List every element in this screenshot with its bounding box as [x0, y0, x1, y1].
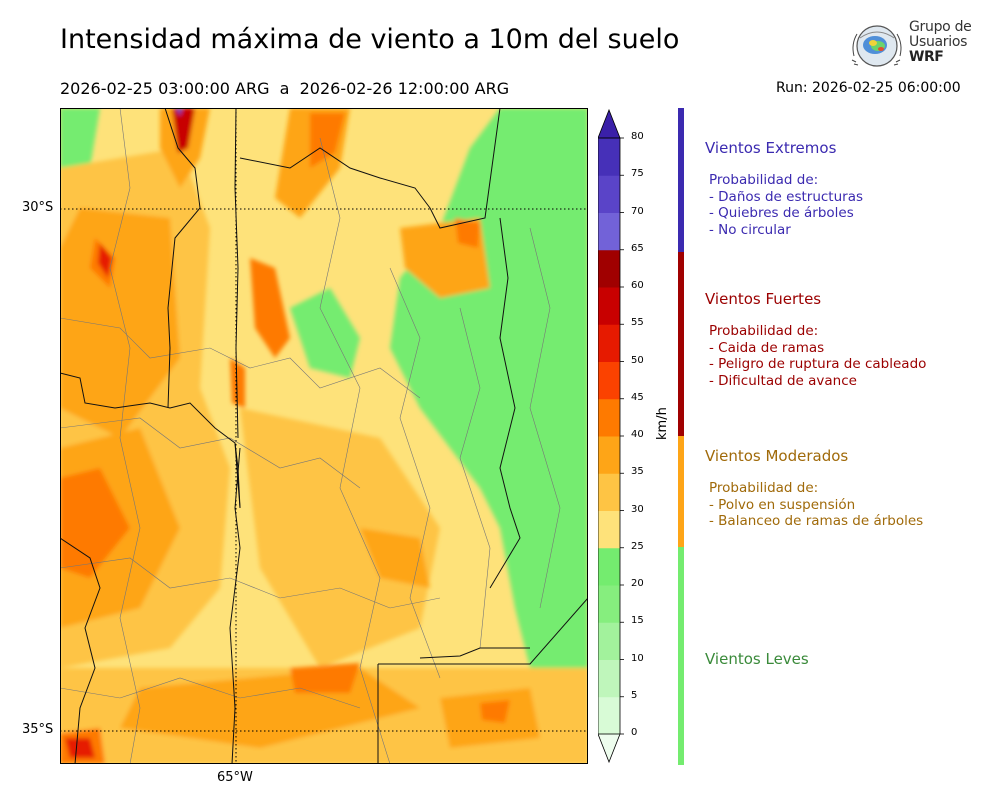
colorbar-segment	[598, 212, 620, 251]
legend-section-title: Vientos Moderados	[705, 447, 849, 465]
lat-label-35s: 35°S	[22, 722, 54, 737]
colorbar-tick-label: 0	[631, 727, 638, 738]
legend-description-line: Probabilidad de:	[709, 480, 819, 496]
colorbar-segment	[598, 696, 620, 735]
legend-band	[678, 547, 684, 765]
colorbar	[598, 108, 624, 764]
wind-map	[60, 108, 588, 764]
colorbar-segment	[598, 324, 620, 362]
date-range: 2026-02-25 03:00:00 ARG a 2026-02-26 12:…	[60, 79, 510, 98]
colorbar-tick-label: 15	[631, 615, 644, 627]
colorbar-tick-label: 80	[631, 131, 644, 142]
colorbar-segment	[598, 175, 620, 213]
legend-section-title: Vientos Extremos	[705, 139, 837, 157]
colorbar-tick-label: 60	[631, 280, 644, 291]
wind-fields	[60, 108, 588, 764]
colorbar-tick-label: 35	[631, 466, 644, 478]
colorbar-tick-label: 65	[631, 242, 644, 254]
colorbar-segment	[598, 585, 620, 623]
legend-description: Probabilidad de: - Polvo en suspensión - B…	[709, 480, 923, 530]
legend-section-title: Vientos Fuertes	[705, 290, 822, 308]
legend-description-line: - Quiebres de árboles	[709, 205, 854, 221]
colorbar-tick-label: 70	[631, 205, 644, 217]
lon-label-65w: 65°W	[217, 770, 253, 785]
map-title: Intensidad máxima de viento a 10m del su…	[60, 24, 680, 55]
colorbar-segment	[598, 659, 620, 698]
colorbar-unit: km/h	[655, 407, 670, 440]
colorbar-tick-label: 40	[631, 429, 644, 440]
logo-text-line1: Grupo de	[909, 19, 972, 35]
colorbar-segment	[598, 361, 620, 400]
legend-description-line: - Caida de ramas	[709, 339, 825, 356]
legend-description-line: - No circular	[709, 221, 791, 238]
legend-description-line: - Peligro de ruptura de cableado	[709, 356, 927, 372]
colorbar-extend-min	[598, 733, 621, 764]
colorbar-segments	[598, 108, 624, 764]
colorbar-tick-label: 55	[631, 317, 644, 329]
globe-logo-icon	[851, 25, 902, 67]
legend-description-line: - Balanceo de ramas de árboles	[709, 513, 924, 529]
colorbar-segment	[598, 138, 620, 176]
legend-section-title: Vientos Leves	[705, 650, 809, 668]
legend-band	[678, 108, 684, 252]
colorbar-tick-label: 25	[631, 540, 644, 552]
colorbar-tick-label: 10	[631, 652, 644, 664]
colorbar-segment	[598, 436, 620, 474]
legend-band	[678, 436, 684, 547]
legend-description-line: Probabilidad de:	[709, 172, 819, 188]
logo-text-line3: WRF	[909, 49, 944, 65]
colorbar-tick-label: 50	[631, 354, 644, 366]
colorbar-segment	[598, 547, 620, 586]
legend-description: Probabilidad de: - Caida de ramas - Peligr…	[709, 323, 926, 389]
colorbar-segment	[598, 249, 620, 288]
legend-description-line: - Daños de estructuras	[709, 188, 864, 205]
graticule	[60, 108, 588, 764]
colorbar-segment	[598, 473, 620, 511]
colorbar-segment	[598, 510, 620, 549]
colorbar-tick-label: 45	[631, 391, 644, 403]
colorbar-segment	[598, 398, 620, 437]
colorbar-tick-label: 20	[631, 578, 644, 589]
colorbar-tick-label: 30	[631, 503, 644, 515]
colorbar-tick-label: 5	[631, 689, 638, 701]
wrf-logo: Grupo de Usuarios WRF	[848, 18, 978, 72]
legend-description: Probabilidad de: - Daños de estructuras - …	[709, 172, 863, 238]
legend-band	[678, 252, 684, 436]
colorbar-tick-label: 75	[631, 168, 644, 180]
legend-description-line: - Dificultad de avance	[709, 372, 857, 389]
country-boundaries	[60, 108, 588, 764]
legend-description-line: - Polvo en suspensión	[709, 496, 856, 513]
colorbar-segment	[598, 622, 620, 660]
colorbar-extend-max	[598, 108, 621, 139]
colorbar-segment	[598, 287, 620, 325]
legend-description-line: Probabilidad de:	[709, 323, 819, 339]
run-time: Run: 2026-02-25 06:00:00	[776, 80, 961, 96]
province-boundaries	[60, 108, 561, 764]
logo-text-line2: Usuarios	[909, 34, 968, 50]
lat-label-30s: 30°S	[22, 200, 54, 215]
